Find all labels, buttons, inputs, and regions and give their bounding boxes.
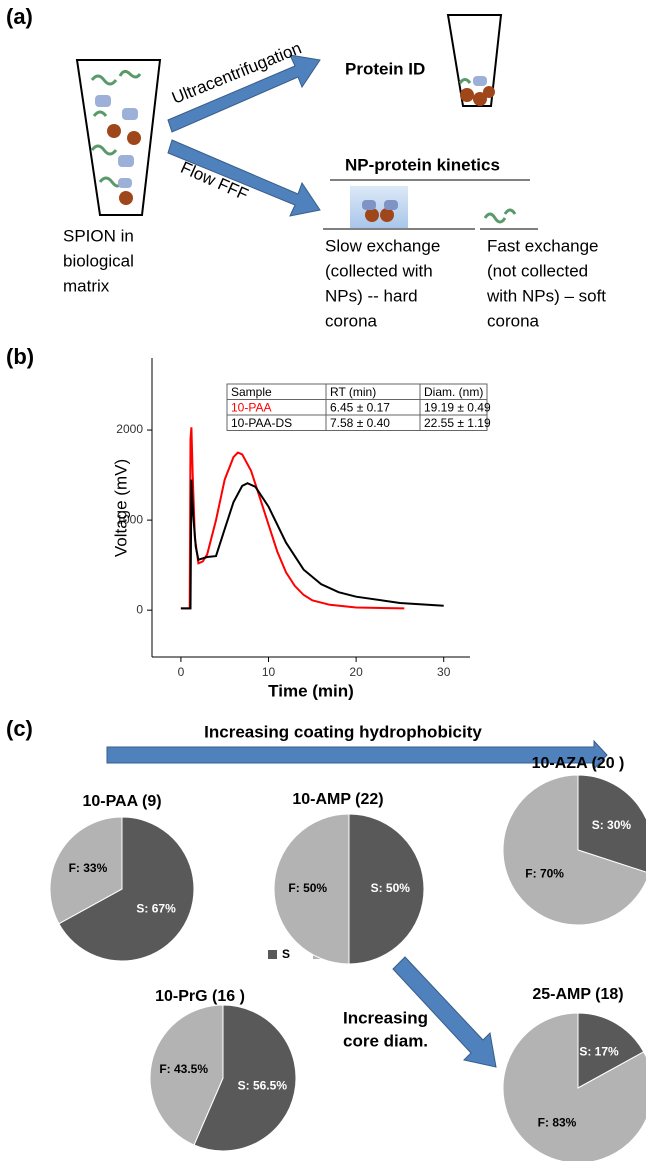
tube [75, 59, 162, 216]
pie-slice [149, 1004, 224, 1146]
text-line: NPs) -- hard [325, 286, 418, 305]
table-header: Diam. (nm) [424, 385, 483, 399]
slice-label: F: 50% [288, 881, 327, 895]
tube-contents [90, 69, 142, 205]
pie-slice [577, 774, 646, 873]
arrow [167, 54, 321, 133]
line-chart: 0 1000 2000 0 10 20 30 Time (min) Voltage (mV) Sa… [111, 358, 491, 700]
table-cell: 7.58 ± 0.40 [330, 416, 390, 430]
table-cell: 6.45 ± 0.17 [330, 400, 390, 414]
text-line: matrix [63, 276, 110, 295]
pie-slice [273, 813, 350, 965]
tube-contents [458, 76, 495, 106]
arrow [392, 956, 497, 1068]
annotation: Increasing coating hydrophobicity [204, 722, 482, 741]
pie-slice [577, 1012, 645, 1089]
pie-slice [49, 816, 123, 925]
x-tick-label: 20 [349, 665, 363, 679]
x-axis-label: Time (min) [268, 681, 354, 700]
text-line: biological [63, 251, 134, 270]
text-line: corona [325, 311, 378, 330]
arrow [167, 139, 321, 217]
pie-title: 10-AMP (22) [292, 791, 383, 808]
collected-box [350, 186, 408, 228]
text-line: Slow exchange [325, 236, 440, 255]
text-line: corona [487, 311, 540, 330]
legend-swatch [268, 950, 277, 959]
text-blocks: SPION in biological matrix Slow exchange (co… [63, 226, 606, 1050]
table-frame [226, 383, 488, 431]
x-tick-label: 30 [437, 665, 451, 679]
pie-title: 10-PAA (9) [82, 793, 161, 810]
pie-slice [193, 1004, 297, 1152]
pie-title: 10-AZA (20 ) [532, 755, 625, 772]
y-tick-label: 1000 [116, 512, 143, 526]
table-header: Sample [231, 385, 272, 399]
np-proteins [362, 200, 517, 224]
pie-title: 10-PrG (16 ) [155, 988, 245, 1005]
line-series [180, 427, 405, 610]
pie-slice [348, 813, 425, 965]
slice-label: S: 17% [579, 1045, 619, 1059]
table-cell: 19.19 ± 0.49 [424, 400, 491, 414]
label: Protein ID [345, 59, 425, 78]
line-series [180, 479, 444, 610]
pie-slice [58, 816, 195, 962]
y-tick-label: 0 [136, 602, 143, 616]
x-tick-label: 10 [262, 665, 276, 679]
text-line: (not collected [487, 261, 588, 280]
slice-label: F: 70% [525, 866, 564, 880]
table-cell: 22.55 ± 1.19 [424, 416, 491, 430]
slice-label: S: 67% [136, 901, 176, 915]
text-line: SPION in [63, 226, 134, 245]
pie-title: 25-AMP (18) [532, 986, 623, 1003]
slice-label: S: 50% [371, 881, 411, 895]
text-line: Increasing [343, 1008, 428, 1027]
y-axis-label: Voltage (mV) [111, 459, 130, 557]
legend-label: 10-PAA [231, 400, 271, 414]
panel-label: (c) [6, 716, 33, 741]
slice-label: F: 43.5% [159, 1062, 208, 1076]
pie-charts: 10-PAA (9)S: 67%F: 33%SF10-AMP (22)S: 50… [49, 755, 646, 1161]
panel-label: (a) [6, 4, 33, 29]
arrow [106, 739, 608, 771]
pie-slice [502, 1012, 646, 1161]
legend-label: 10-PAA-DS [231, 416, 292, 430]
slice-label: F: 33% [69, 861, 108, 875]
table-header: RT (min) [330, 385, 376, 399]
text-line: Fast exchange [487, 236, 599, 255]
x-tick-label: 0 [178, 665, 185, 679]
panel-label: (b) [6, 344, 34, 369]
legend-label: S [282, 947, 290, 961]
slice-label: S: 30% [592, 818, 632, 832]
text-line: with NPs) – soft [486, 286, 606, 305]
pie-slice [502, 774, 646, 926]
slice-label: S: 56.5% [238, 1078, 288, 1092]
label: NP-protein kinetics [345, 155, 500, 174]
text-line: (collected with [325, 261, 433, 280]
y-tick-label: 2000 [116, 422, 143, 436]
text-line: core diam. [343, 1031, 428, 1050]
slice-label: F: 83% [538, 1116, 577, 1130]
